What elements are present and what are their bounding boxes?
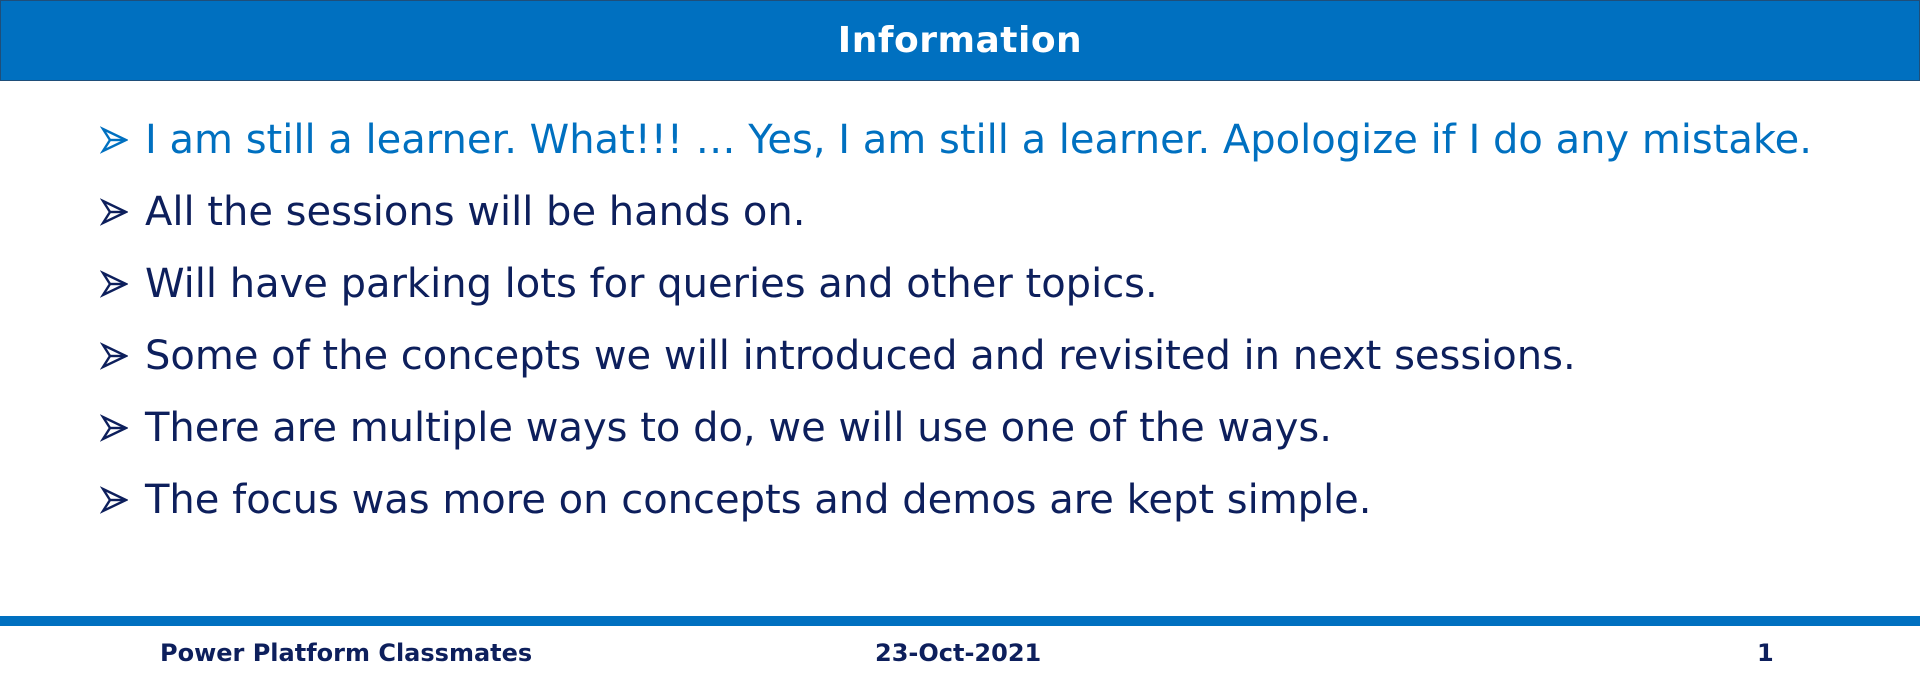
- arrowhead-bullet-icon: [100, 270, 145, 298]
- bullet-item: Some of the concepts we will introduced …: [100, 320, 1812, 392]
- bullet-text: All the sessions will be hands on.: [145, 189, 806, 235]
- arrowhead-bullet-icon: [100, 486, 145, 514]
- slide-title-bar: Information: [0, 0, 1920, 81]
- arrowhead-bullet-icon: [100, 414, 145, 442]
- bullet-item: There are multiple ways to do, we will u…: [100, 392, 1812, 464]
- footer-page-number: 1: [1757, 639, 1774, 667]
- arrowhead-bullet-icon: [100, 126, 145, 154]
- bullet-text: The focus was more on concepts and demos…: [145, 477, 1372, 523]
- bullet-text: Will have parking lots for queries and o…: [145, 261, 1158, 307]
- footer-divider: [0, 616, 1920, 626]
- bullet-list: I am still a learner. What!!! … Yes, I a…: [100, 104, 1812, 536]
- arrowhead-bullet-icon: [100, 198, 145, 226]
- bullet-item: All the sessions will be hands on.: [100, 176, 1812, 248]
- arrowhead-bullet-icon: [100, 342, 145, 370]
- bullet-item: Will have parking lots for queries and o…: [100, 248, 1812, 320]
- bullet-text: Some of the concepts we will introduced …: [145, 333, 1576, 379]
- bullet-text: There are multiple ways to do, we will u…: [145, 405, 1332, 451]
- bullet-item: The focus was more on concepts and demos…: [100, 464, 1812, 536]
- footer-date: 23-Oct-2021: [875, 639, 1042, 667]
- bullet-item: I am still a learner. What!!! … Yes, I a…: [100, 104, 1812, 176]
- slide-title: Information: [837, 20, 1083, 61]
- footer-organization: Power Platform Classmates: [160, 639, 533, 667]
- bullet-text: I am still a learner. What!!! … Yes, I a…: [145, 117, 1812, 163]
